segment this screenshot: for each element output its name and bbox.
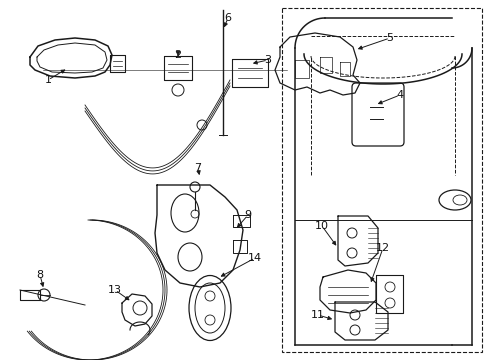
- Text: 4: 4: [396, 90, 404, 100]
- Text: 10: 10: [315, 221, 329, 231]
- Text: 12: 12: [376, 243, 390, 253]
- Text: 2: 2: [174, 50, 182, 60]
- Text: 7: 7: [195, 163, 201, 173]
- Bar: [282, 8, 482, 352]
- Text: 6: 6: [224, 13, 231, 23]
- Text: 9: 9: [245, 210, 251, 220]
- Text: 5: 5: [387, 33, 393, 43]
- Text: 1: 1: [45, 75, 51, 85]
- Text: 11: 11: [311, 310, 325, 320]
- Text: 3: 3: [265, 55, 271, 65]
- Text: 14: 14: [248, 253, 262, 263]
- Text: 13: 13: [108, 285, 122, 295]
- Text: 8: 8: [36, 270, 44, 280]
